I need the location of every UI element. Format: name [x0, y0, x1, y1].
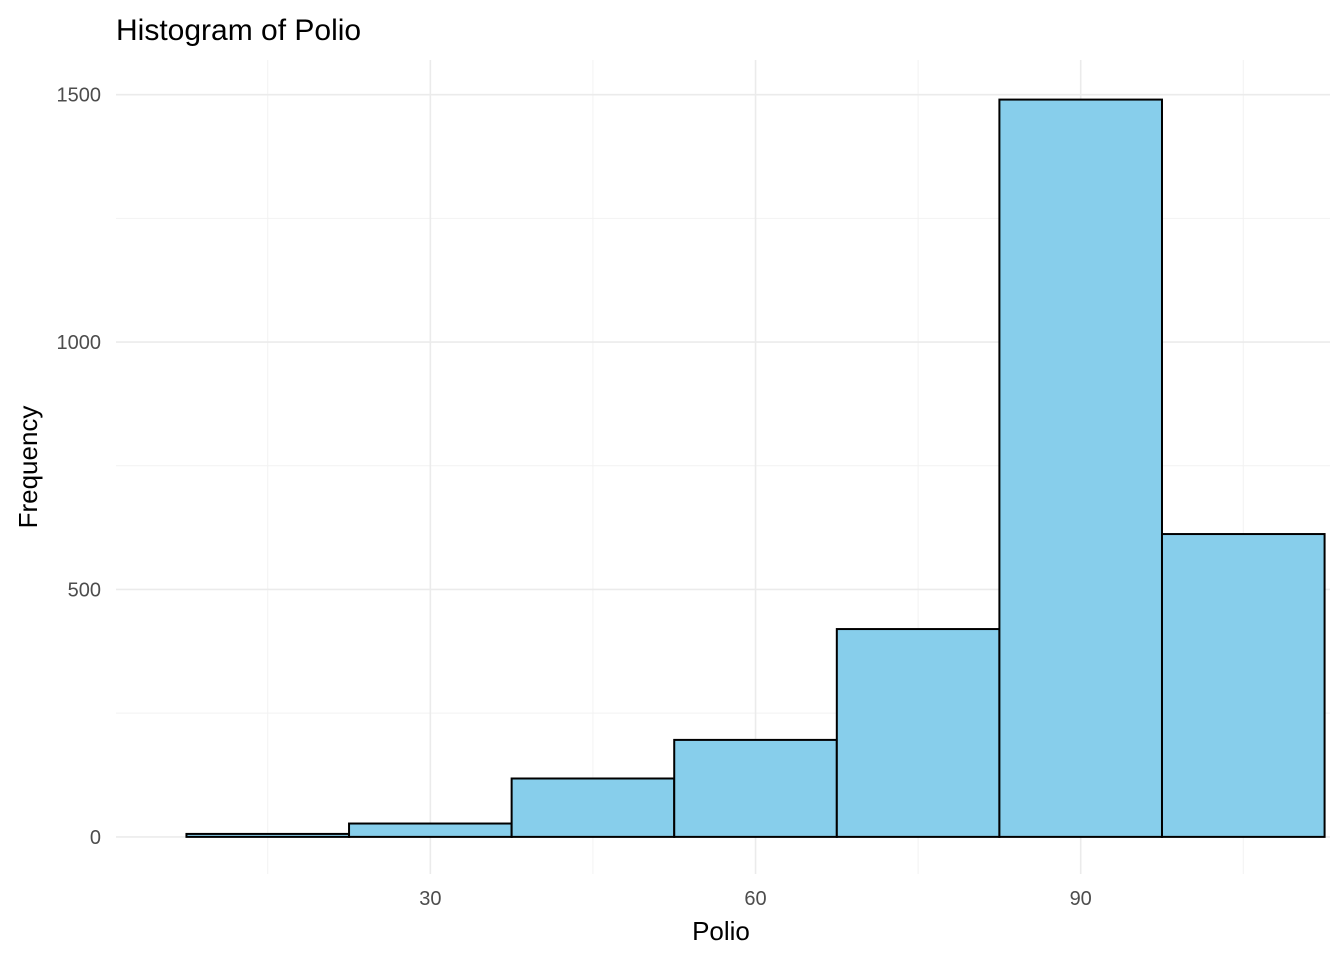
- y-tick-label: 500: [68, 579, 101, 601]
- histogram-bar: [185, 832, 351, 838]
- histogram-bar: [510, 777, 676, 838]
- chart-title: Histogram of Polio: [116, 14, 361, 47]
- y-tick-label: 0: [90, 827, 101, 849]
- x-axis-tick-labels: 30 60 90: [419, 888, 1092, 910]
- x-tick-label: 60: [744, 888, 766, 910]
- histogram-bar: [998, 98, 1163, 838]
- histogram-bar: [348, 822, 513, 838]
- histogram-bar: [835, 628, 1001, 838]
- x-tick-label: 90: [1070, 888, 1092, 910]
- y-tick-label: 1500: [57, 85, 102, 107]
- y-axis-tick-labels: 0 500 1000 1500: [57, 85, 102, 849]
- histogram-bar: [1160, 533, 1326, 838]
- y-axis-title: Frequency: [13, 406, 43, 529]
- y-tick-label: 1000: [57, 332, 102, 354]
- x-axis-title: Polio: [692, 916, 750, 946]
- x-tick-label: 30: [419, 888, 441, 910]
- histogram-bars: [185, 98, 1326, 838]
- histogram-bar: [673, 738, 838, 838]
